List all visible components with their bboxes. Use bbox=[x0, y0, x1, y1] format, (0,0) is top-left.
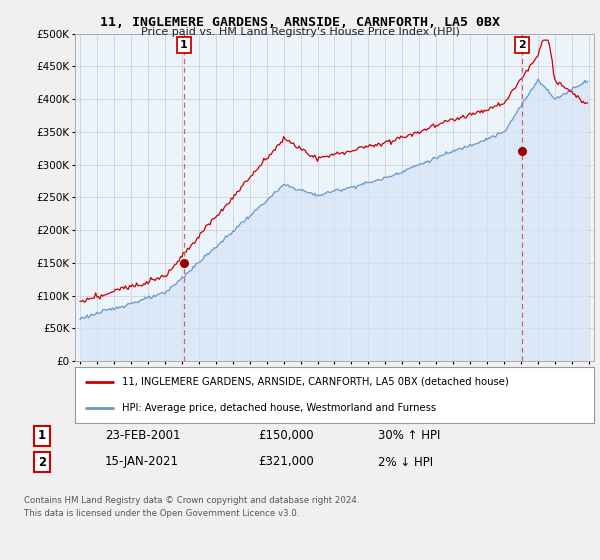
Text: Price paid vs. HM Land Registry's House Price Index (HPI): Price paid vs. HM Land Registry's House … bbox=[140, 27, 460, 37]
Text: 2: 2 bbox=[38, 455, 46, 469]
Text: 1: 1 bbox=[38, 429, 46, 442]
Text: HPI: Average price, detached house, Westmorland and Furness: HPI: Average price, detached house, West… bbox=[122, 403, 436, 413]
Text: Contains HM Land Registry data © Crown copyright and database right 2024.
This d: Contains HM Land Registry data © Crown c… bbox=[24, 496, 359, 518]
Text: 1: 1 bbox=[180, 40, 188, 50]
Text: 23-FEB-2001: 23-FEB-2001 bbox=[105, 429, 181, 442]
Text: 30% ↑ HPI: 30% ↑ HPI bbox=[378, 429, 440, 442]
Text: 2: 2 bbox=[518, 40, 526, 50]
Text: £321,000: £321,000 bbox=[258, 455, 314, 469]
Text: 11, INGLEMERE GARDENS, ARNSIDE, CARNFORTH, LA5 0BX: 11, INGLEMERE GARDENS, ARNSIDE, CARNFORT… bbox=[100, 16, 500, 29]
Text: 11, INGLEMERE GARDENS, ARNSIDE, CARNFORTH, LA5 0BX (detached house): 11, INGLEMERE GARDENS, ARNSIDE, CARNFORT… bbox=[122, 377, 508, 387]
Text: 15-JAN-2021: 15-JAN-2021 bbox=[105, 455, 179, 469]
Text: £150,000: £150,000 bbox=[258, 429, 314, 442]
Text: 2% ↓ HPI: 2% ↓ HPI bbox=[378, 455, 433, 469]
